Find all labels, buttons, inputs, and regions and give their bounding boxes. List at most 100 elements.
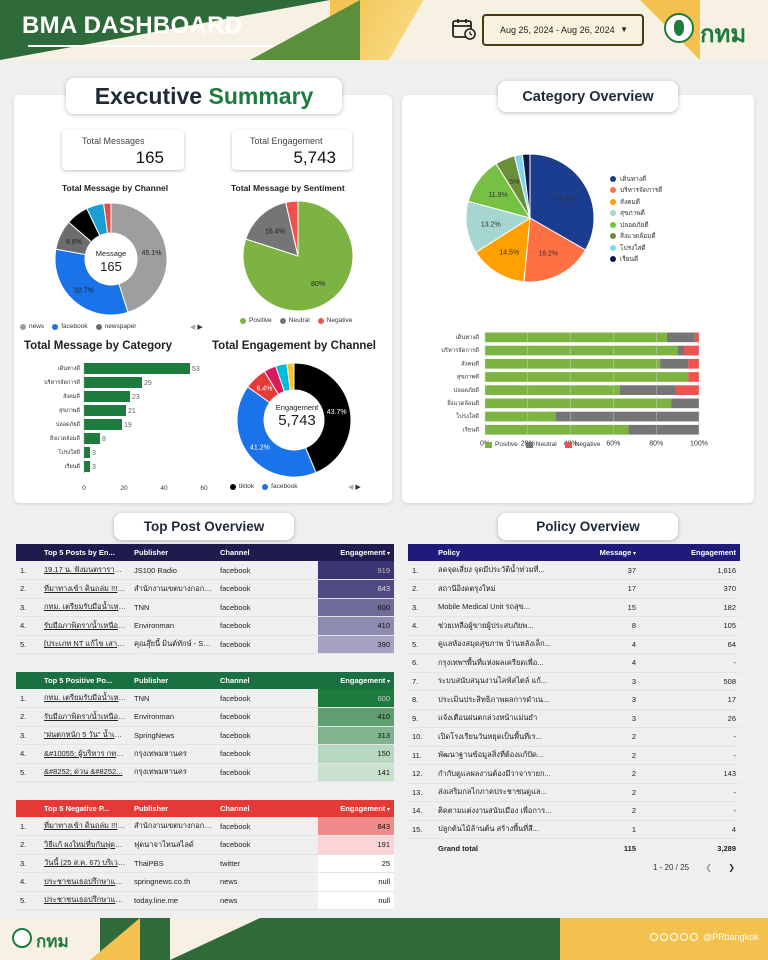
next-arrow-icon[interactable]: ▶ xyxy=(197,324,203,331)
stacked-bar-segment[interactable] xyxy=(660,358,689,369)
twitter-icon[interactable] xyxy=(660,933,668,941)
table-row[interactable]: 4.รับมือภาพิดรา/น้ำเหนือ กทม...Environma… xyxy=(16,616,394,636)
post-link[interactable]: &#10055; ผู้บริหาร กทม... xyxy=(40,744,130,764)
bar[interactable] xyxy=(84,391,130,402)
table-row[interactable]: 3. Mobile Medical Unit รถสุข... 15 182 xyxy=(408,598,740,617)
legend-item[interactable]: Neutral xyxy=(279,317,310,324)
stacked-bar-segment[interactable] xyxy=(671,398,699,409)
post-link[interactable]: รับมือภาพิดรา/น้ำเหนือ กทม... xyxy=(40,707,130,727)
table-row[interactable]: 12. กำกับดูแลผลงานต้องมีวาจารายก... 2 143 xyxy=(408,764,740,784)
table-row[interactable]: 4. &#10055; ผู้บริหาร กทม... กรุงเทพมหานคร… xyxy=(16,744,394,764)
stacked-bar-segment[interactable] xyxy=(675,385,699,395)
stacked-bar-segment[interactable] xyxy=(485,424,629,435)
table-row[interactable]: 4. ช่วยเหลือผู้ขายผู้ประสบภัยพ... 8 105 xyxy=(408,616,740,636)
table-row[interactable]: 5. ประชาชนเธอปรึกษาแหย... today.line.me new… xyxy=(16,891,394,910)
pie-slice[interactable] xyxy=(523,217,587,283)
column-header[interactable]: Channel xyxy=(216,672,318,689)
table-row[interactable]: 11. พัฒนาฐานข้อมูลสิ่งที่ต้องแก้ปัด... 2- xyxy=(408,746,740,765)
category-pie-chart[interactable]: 33.3% 18.2% 14.5% 13.2% 11.9%5% xyxy=(462,150,598,286)
prev-arrow-icon[interactable]: ◀ xyxy=(190,324,196,331)
post-link[interactable]: ที่มาทางเข้า ดินถล่ม !!! ไม่สะ... xyxy=(40,579,130,599)
pie-slice[interactable] xyxy=(103,202,112,234)
pie-slice[interactable] xyxy=(475,217,531,283)
stacked-bar-segment[interactable] xyxy=(485,358,661,369)
pie-slice[interactable] xyxy=(54,248,129,316)
column-header[interactable]: Message xyxy=(564,544,640,561)
post-link[interactable]: &#8252; ด่วน &#8252... xyxy=(40,763,130,782)
pie-slice[interactable] xyxy=(521,153,531,219)
column-header[interactable]: Engagement xyxy=(318,672,394,689)
table-row[interactable]: 5. &#8252; ด่วน &#8252... กรุงเทพมหานคร fac… xyxy=(16,763,394,782)
column-header[interactable]: Publisher xyxy=(130,544,216,561)
legend-item[interactable]: facebook xyxy=(52,323,88,330)
pie-slice[interactable] xyxy=(293,362,352,474)
table-row[interactable]: 1.ที่มาทางเข้า ดินถล่ม !!! ไม่สะ...สำนัก… xyxy=(16,817,394,836)
post-link[interactable]: รับมือภาพิดรา/น้ำเหนือ กทม... xyxy=(40,616,130,636)
pie-slice[interactable] xyxy=(245,201,299,257)
legend-item[interactable]: เดินทางดี xyxy=(610,173,662,185)
legend-item[interactable]: สุขภาพดี xyxy=(610,208,662,220)
legend-item[interactable]: สังคมดี xyxy=(610,196,662,208)
post-link[interactable]: วันนี้ (25 ส.ค. 67) บริเวณ... xyxy=(40,854,130,873)
table-row[interactable]: 5. ดูแลห้องสมุดสุขภาพ บ้านหลังเล็ก... 4 64 xyxy=(408,635,740,654)
bar[interactable] xyxy=(84,405,126,416)
stacked-bar-segment[interactable] xyxy=(485,411,556,422)
column-header[interactable]: Channel xyxy=(216,800,318,817)
table-row[interactable]: 1. กทม. เตรียมรับมือน้ำเหนือ... TNN faceboo… xyxy=(16,689,394,708)
table-row[interactable]: 14. ติดตามแต่งงานสนับเมือง เพื่อการ... 2- xyxy=(408,801,740,821)
stacked-bar-segment[interactable] xyxy=(485,398,672,409)
table-row[interactable]: 8. ประเมินประสิทธิภาพผลการดำเน... 3 17 xyxy=(408,690,740,710)
legend-item[interactable]: tiktok xyxy=(230,483,254,490)
table-row[interactable]: 3. กทม. เตรียมรับมือน้ำเหนือ... TNN faceboo… xyxy=(16,598,394,617)
legend-item[interactable]: Positive xyxy=(485,441,518,448)
bar[interactable] xyxy=(84,433,100,444)
bar[interactable] xyxy=(84,377,142,388)
stacked-bar-segment[interactable] xyxy=(688,372,699,382)
post-link[interactable]: ประชาชนเธอปรึกษาแหย... xyxy=(40,891,130,910)
prev-page-icon[interactable]: ❮ xyxy=(705,863,712,872)
table-row[interactable]: 6. กรุงเทพฯพื้นที่แห่งผลเครียดเพื่อ... 4- xyxy=(408,653,740,673)
stacked-bar-segment[interactable] xyxy=(485,345,678,356)
legend-item[interactable]: Positive xyxy=(240,317,272,324)
post-link[interactable]: ที่มาทางเข้า ดินถล่ม !!! ไม่สะ... xyxy=(40,817,130,836)
column-header[interactable]: Publisher xyxy=(130,800,216,817)
stacked-bar-segment[interactable] xyxy=(619,385,676,395)
post-link[interactable]: วิธีแก้ ผงใหม่ที่บกันพุ่ดรา... xyxy=(40,835,130,855)
youtube-icon[interactable] xyxy=(680,933,688,941)
prev-arrow-icon[interactable]: ◀ xyxy=(348,484,354,491)
instagram-icon[interactable] xyxy=(670,933,678,941)
table-row[interactable]: 4. ประชาชนเธอปรึกษาแหย... springnews.co.th… xyxy=(16,872,394,892)
table-row[interactable]: 9. แจ้งเตือนฝนตกล่วงหน้าแม่นยำ 3 26 xyxy=(408,709,740,728)
column-header[interactable]: Engagement xyxy=(318,800,394,817)
column-header[interactable]: Engagement xyxy=(640,544,740,561)
stacked-bar-segment[interactable] xyxy=(666,332,695,343)
stacked-bar-segment[interactable] xyxy=(684,345,699,356)
pie-slice[interactable] xyxy=(529,153,595,251)
legend-item[interactable]: Neutral xyxy=(525,441,557,448)
bar[interactable] xyxy=(84,461,90,472)
column-header[interactable]: Top 5 Positive Po... xyxy=(40,672,130,689)
table-row[interactable]: 2.รับมือภาพิดรา/น้ำเหนือ กทม...Environma… xyxy=(16,707,394,727)
table-row[interactable]: 2.ที่มาทางเข้า ดินถล่ม !!! ไม่สะ...สำนัก… xyxy=(16,579,394,599)
table-row[interactable]: 3. "ฝนตกหนัก 5 วัน" น้ำเหนือ... SpringNews… xyxy=(16,726,394,745)
next-page-icon[interactable]: ❯ xyxy=(728,863,735,872)
line-icon[interactable] xyxy=(690,933,698,941)
legend-item[interactable]: บริหารจัดการดี xyxy=(610,185,662,197)
stacked-bar-segment[interactable] xyxy=(677,345,685,356)
sentiment-pie-chart[interactable]: 80% 16.4% xyxy=(236,198,360,314)
calendar-icon[interactable] xyxy=(452,18,476,40)
date-range-picker[interactable]: Aug 25, 2024 - Aug 26, 2024 ▼ xyxy=(482,14,644,46)
post-link[interactable]: 19.17 น. ฟังมนตรารายวัน 5... xyxy=(40,561,130,580)
bar[interactable] xyxy=(84,363,190,374)
post-link[interactable]: "ฝนตกหนัก 5 วัน" น้ำเหนือ... xyxy=(40,726,130,745)
category-sentiment-stacked-bar[interactable]: เดินทางดีบริหารจัดการดีสังคมดีสุขภาพดีปล… xyxy=(408,328,718,454)
column-header[interactable]: Top 5 Negative P... xyxy=(40,800,130,817)
facebook-icon[interactable] xyxy=(650,933,658,941)
column-header[interactable]: Policy xyxy=(434,544,564,561)
legend-item[interactable]: news xyxy=(20,323,44,330)
next-arrow-icon[interactable]: ▶ xyxy=(355,484,361,491)
table-row[interactable]: 2. สถานีอิงดตรุงใหม่ 17 370 xyxy=(408,579,740,599)
stacked-bar-segment[interactable] xyxy=(485,372,689,382)
table-row[interactable]: 1.19.17 น. ฟังมนตรารายวัน 5...JS100 Radi… xyxy=(16,561,394,580)
post-link[interactable]: [ประเภท NT แก้ไข เสาไฟฟ... xyxy=(40,635,130,654)
